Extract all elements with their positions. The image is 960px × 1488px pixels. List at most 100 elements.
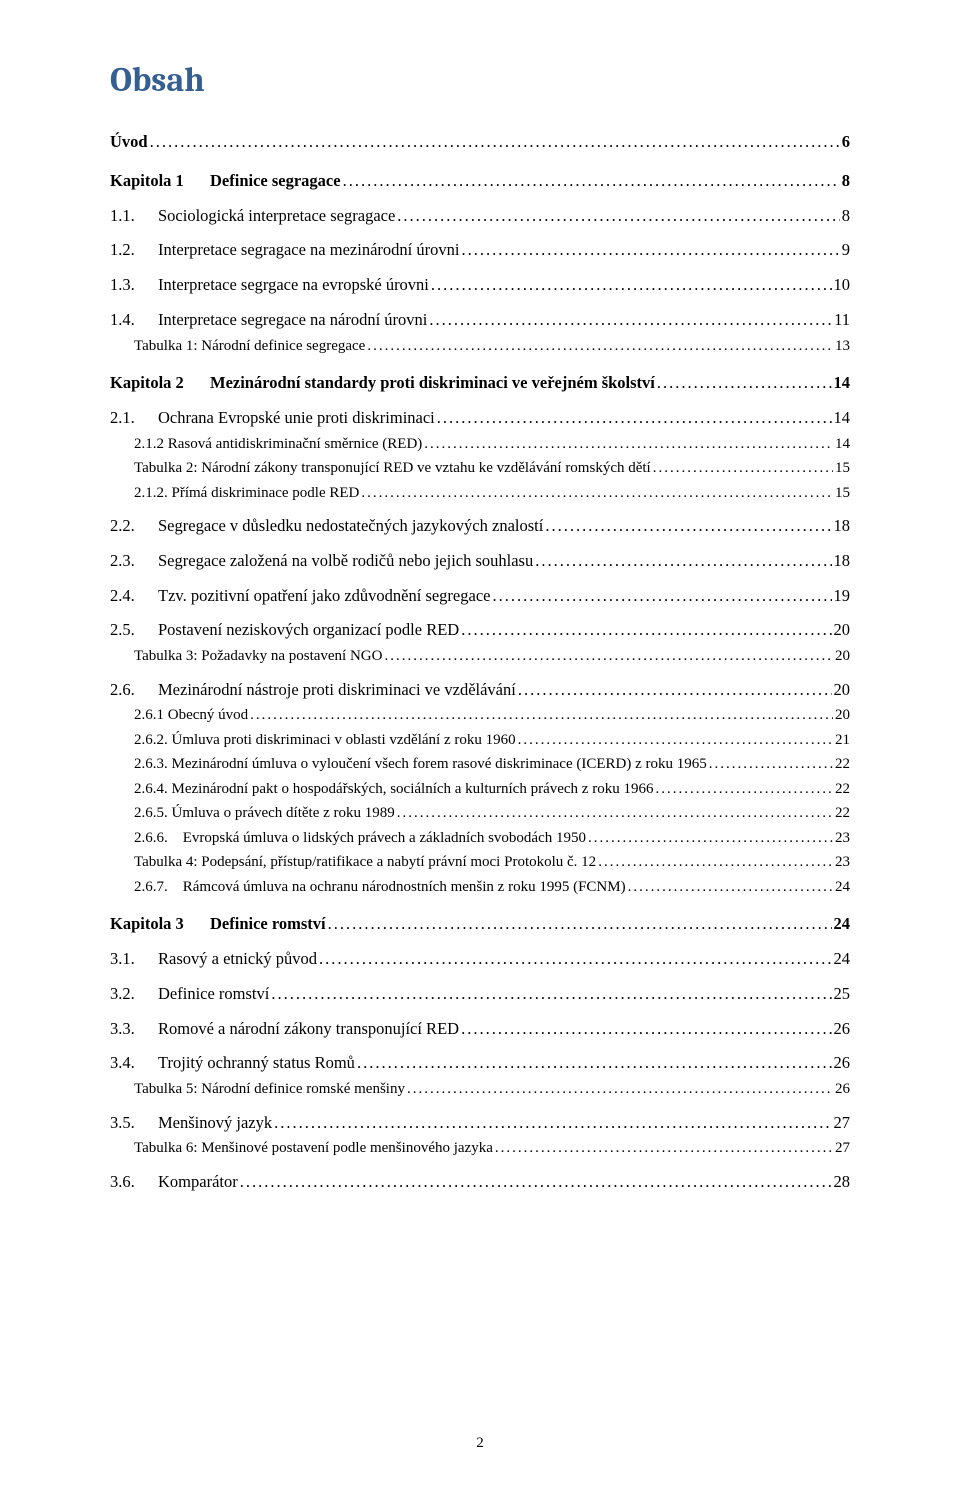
toc-leader [431,273,832,298]
toc-entry-label: 2.6.6. Evropská úmluva o lidských právec… [134,827,586,850]
toc-entry: 1.2.Interpretace segragace na mezinárodn… [110,238,850,263]
toc-entry-label: 3.3.Romové a národní zákony transponujíc… [110,1017,459,1042]
toc-leader [588,827,833,850]
toc-entry-label: 3.1.Rasový a etnický původ [110,947,317,972]
toc-entry-page: 26 [835,1078,850,1101]
toc-entry: 2.5.Postavení neziskových organizací pod… [110,618,850,643]
toc-entry-label: 2.3.Segregace založená na volbě rodičů n… [110,549,533,574]
toc-entry-label: 2.6.2. Úmluva proti diskriminaci v oblas… [134,729,516,752]
toc-entry-label: Tabulka 1: Národní definice segregace [134,335,365,358]
toc-leader [598,851,833,874]
toc-entry: 2.6.6. Evropská úmluva o lidských právec… [134,827,850,850]
toc-entry: 2.3.Segregace založená na volbě rodičů n… [110,549,850,574]
page-title: Obsah [110,60,850,100]
toc-entry-label: Tabulka 5: Národní definice romské menši… [134,1078,405,1101]
toc-entry-label: Kapitola 3Definice romství [110,912,326,937]
toc-entry-page: 8 [842,204,850,229]
toc-entry-page: 26 [834,1051,851,1076]
toc-entry-page: 20 [834,678,851,703]
toc-entry-page: 8 [842,169,850,194]
toc-entry-page: 10 [834,273,851,298]
toc-leader [328,912,832,937]
toc-entry-label: Tabulka 2: Národní zákony transponující … [134,457,651,480]
toc-entry-page: 22 [835,802,850,825]
toc-entry-page: 14 [835,433,850,456]
toc-entry-label: Tabulka 3: Požadavky na postavení NGO [134,645,382,668]
toc-entry: Tabulka 6: Menšinové postavení podle men… [134,1137,850,1160]
toc-entry: 2.6.Mezinárodní nástroje proti diskrimin… [110,678,850,703]
toc-entry-page: 24 [835,876,850,899]
toc-entry-page: 22 [835,753,850,776]
toc-entry-label: 2.6.4. Mezinárodní pakt o hospodářských,… [134,778,653,801]
toc-entry-page: 28 [834,1170,851,1195]
table-of-contents: Úvod6Kapitola 1Definice segragace81.1.So… [110,130,850,1195]
toc-entry: Kapitola 3Definice romství24 [110,912,850,937]
toc-leader [437,406,832,431]
toc-entry-label: Kapitola 1Definice segragace [110,169,341,194]
toc-leader [657,371,832,396]
toc-entry-label: 2.1.2 Rasová antidiskriminační směrnice … [134,433,422,456]
toc-entry: Tabulka 1: Národní definice segregace 13 [134,335,850,358]
toc-entry: 3.1.Rasový a etnický původ24 [110,947,850,972]
toc-entry-label: 2.6.5. Úmluva o právech dítěte z roku 19… [134,802,395,825]
toc-entry: 2.6.5. Úmluva o právech dítěte z roku 19… [134,802,850,825]
toc-entry-page: 25 [834,982,851,1007]
toc-entry-label: 1.1.Sociologická interpretace segragace [110,204,395,229]
toc-entry-label: 2.6.1 Obecný úvod [134,704,248,727]
toc-entry-page: 15 [835,457,850,480]
toc-entry-label: 3.4.Trojitý ochranný status Romů [110,1051,355,1076]
toc-entry: 1.3.Interpretace segrgace na evropské úr… [110,273,850,298]
toc-entry: 2.1.2. Přímá diskriminace podle RED 15 [134,482,850,505]
toc-entry: Tabulka 4: Podepsání, přístup/ratifikace… [134,851,850,874]
toc-entry-page: 23 [835,827,850,850]
toc-entry-label: 2.1.2. Přímá diskriminace podle RED [134,482,359,505]
toc-entry-label: 2.6.3. Mezinárodní úmluva o vyloučení vš… [134,753,707,776]
toc-entry: 3.5.Menšinový jazyk 27 [110,1111,850,1136]
toc-entry: 2.2.Segregace v důsledku nedostatečných … [110,514,850,539]
toc-entry-page: 20 [835,645,850,668]
toc-leader [319,947,831,972]
toc-entry: 2.1.2 Rasová antidiskriminační směrnice … [134,433,850,456]
toc-leader [495,1137,833,1160]
toc-entry-label: 2.5.Postavení neziskových organizací pod… [110,618,459,643]
toc-entry: 3.3.Romové a národní zákony transponujíc… [110,1017,850,1042]
toc-entry-label: 3.5.Menšinový jazyk [110,1111,272,1136]
toc-leader [429,308,832,333]
toc-entry-label: 3.6.Komparátor [110,1170,238,1195]
toc-entry-page: 6 [842,130,850,155]
toc-entry-page: 14 [834,371,851,396]
page-number: 2 [0,1435,960,1452]
toc-leader [367,335,833,358]
toc-entry-page: 20 [834,618,851,643]
toc-entry-page: 15 [835,482,850,505]
toc-entry-page: 19 [834,584,851,609]
toc-entry-label: 2.4.Tzv. pozitivní opatření jako zdůvodn… [110,584,490,609]
toc-entry-label: 1.4.Interpretace segregace na národní úr… [110,308,427,333]
toc-leader [461,618,831,643]
document-page: Obsah Úvod6Kapitola 1Definice segragace8… [0,0,960,1488]
toc-entry-label: Tabulka 6: Menšinové postavení podle men… [134,1137,493,1160]
toc-entry: Tabulka 5: Národní definice romské menši… [134,1078,850,1101]
toc-entry: 3.4.Trojitý ochranný status Romů 26 [110,1051,850,1076]
toc-leader [271,982,831,1007]
toc-entry-page: 23 [835,851,850,874]
toc-entry-label: Tabulka 4: Podepsání, přístup/ratifikace… [134,851,596,874]
toc-leader [535,549,831,574]
toc-leader [397,204,839,229]
toc-entry-page: 9 [842,238,850,263]
toc-leader [461,238,839,263]
toc-leader [545,514,831,539]
toc-entry-label: 3.2.Definice romství [110,982,269,1007]
toc-entry: 2.6.4. Mezinárodní pakt o hospodářských,… [134,778,850,801]
toc-entry: 3.6.Komparátor 28 [110,1170,850,1195]
toc-leader [343,169,840,194]
toc-leader [407,1078,833,1101]
toc-entry-page: 13 [835,335,850,358]
toc-entry-page: 27 [834,1111,851,1136]
toc-leader [250,704,833,727]
toc-leader [150,130,840,155]
toc-entry-label: 2.1.Ochrana Evropské unie proti diskrimi… [110,406,435,431]
toc-entry: 1.1.Sociologická interpretace segragace 8 [110,204,850,229]
toc-leader [397,802,833,825]
toc-leader [424,433,833,456]
